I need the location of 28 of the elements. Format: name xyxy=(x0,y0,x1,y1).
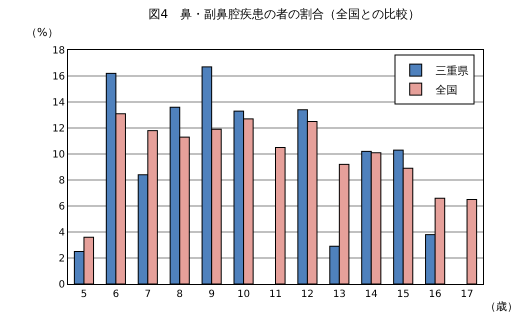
x-tick-label: 17 xyxy=(460,289,474,300)
y-tick-label: 4 xyxy=(58,228,65,238)
x-tick-label: 6 xyxy=(112,289,120,300)
x-tick-label: 10 xyxy=(237,289,250,300)
x-tick-label: 13 xyxy=(332,289,346,300)
y-tick-label: 10 xyxy=(52,150,65,160)
x-tick-label: 14 xyxy=(364,289,378,300)
x-tick-label: 12 xyxy=(301,289,314,300)
y-tick-label: 0 xyxy=(58,280,65,290)
x-tick-label: 15 xyxy=(396,289,410,300)
y-tick-label: 16 xyxy=(52,72,65,82)
x-tick-label: 8 xyxy=(176,289,183,300)
legend-label: 三重県 xyxy=(436,64,469,78)
x-tick-label: 9 xyxy=(208,289,215,300)
y-tick-label: 18 xyxy=(52,46,65,56)
y-tick-label: 14 xyxy=(52,98,65,108)
y-axis-title: （%） xyxy=(26,26,58,39)
chart-title: 図4 鼻・副鼻腔疾患の者の割合（全国との比較） xyxy=(148,7,420,21)
y-tick-label: 8 xyxy=(58,176,65,186)
y-tick-label: 2 xyxy=(58,254,65,264)
x-tick-label: 5 xyxy=(80,289,88,300)
x-axis-title: （歳） xyxy=(485,300,517,313)
x-tick-label: 11 xyxy=(269,289,282,300)
y-tick-label: 6 xyxy=(58,202,65,212)
y-tick-label: 12 xyxy=(52,124,65,134)
x-tick-label: 7 xyxy=(144,289,151,300)
legend-label: 全国 xyxy=(436,83,458,96)
x-tick-label: 16 xyxy=(428,289,442,300)
